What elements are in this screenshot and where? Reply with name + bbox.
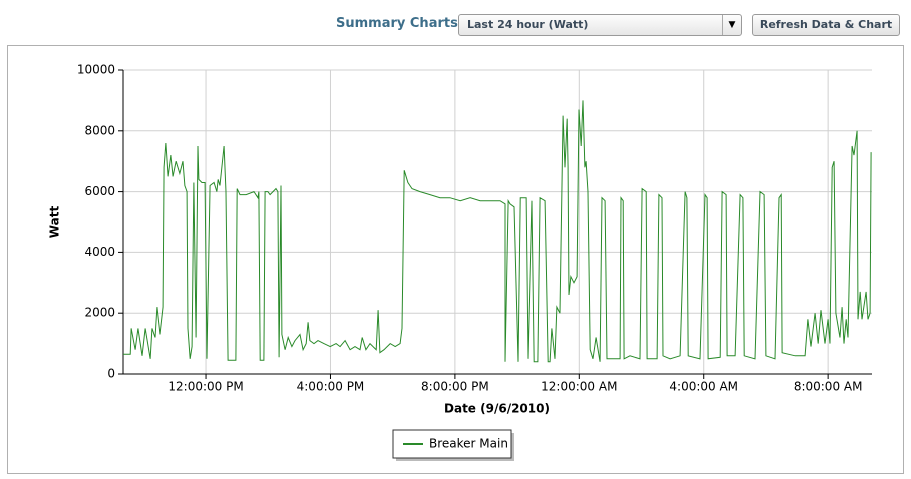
x-tick-label: 4:00:00 PM: [297, 380, 365, 394]
y-tick-label: 2000: [84, 306, 115, 320]
x-tick-label: 4:00:00 AM: [669, 380, 738, 394]
x-tick-label: 12:00:00 AM: [541, 380, 617, 394]
x-tick-label: 8:00:00 PM: [421, 380, 489, 394]
y-tick-label: 4000: [84, 245, 115, 259]
chart-frame: [7, 45, 904, 474]
dropdown-arrow[interactable]: ▼: [722, 15, 741, 35]
x-tick-label: 8:00:00 AM: [794, 380, 863, 394]
refresh-button[interactable]: Refresh Data & Chart: [752, 14, 900, 36]
x-tick-label: 12:00:00 PM: [168, 380, 243, 394]
summary-label: Summary Charts: [336, 16, 458, 31]
range-select[interactable]: Last 24 hour (Watt) ▼: [458, 14, 742, 36]
x-axis-title: Date (9/6/2010): [444, 402, 550, 416]
y-tick-label: 10000: [77, 63, 115, 77]
y-tick-label: 6000: [84, 184, 115, 198]
y-axis-title: Watt: [48, 206, 62, 239]
y-tick-label: 8000: [84, 123, 115, 137]
select-text: Last 24 hour (Watt): [467, 18, 589, 31]
y-tick-label: 0: [107, 367, 115, 381]
legend-label: Breaker Main: [429, 437, 508, 451]
data-line: [123, 100, 872, 363]
